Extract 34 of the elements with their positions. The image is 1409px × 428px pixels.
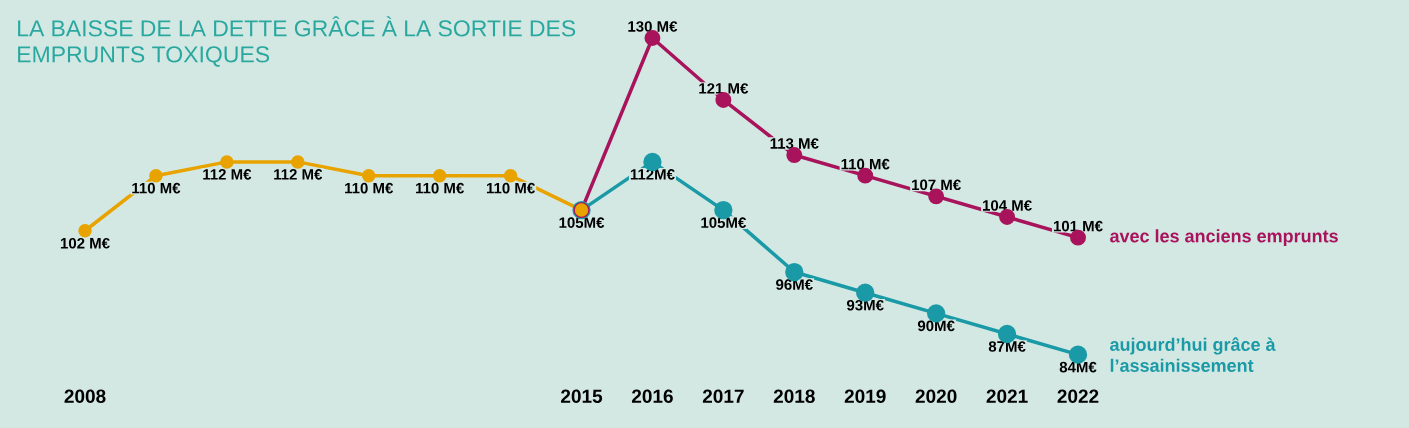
data-label: 112M€ <box>630 169 675 180</box>
data-label: 110 M€ <box>132 182 181 194</box>
data-label: 84M€ <box>1059 361 1097 373</box>
data-label: 96M€ <box>776 279 813 290</box>
data-label: 107 M€ <box>912 179 961 191</box>
data-label: 121 M€ <box>699 83 749 94</box>
data-label: 87M€ <box>988 341 1026 352</box>
data-label: 110 M€ <box>345 182 394 194</box>
data-label: 112 M€ <box>274 169 323 180</box>
data-label: 113 M€ <box>770 138 819 149</box>
data-label: 90M€ <box>917 320 955 332</box>
chart-title: LA BAISSE DE LA DETTE GRÂCE À LA SORTIE DES EMPRUNTS TOXIQUES <box>18 16 576 67</box>
x-tick-label: 2022 <box>1057 389 1099 403</box>
data-label: 93M€ <box>846 299 884 311</box>
data-label: 130 M€ <box>628 21 678 32</box>
x-tick-label: 2019 <box>844 389 886 403</box>
data-label: 104 M€ <box>983 200 1032 211</box>
data-label: 110 M€ <box>486 182 535 194</box>
series-label: avec les anciens emprunts <box>1110 229 1338 247</box>
x-tick-label: 2008 <box>64 389 106 403</box>
x-tick-label: 2016 <box>631 389 673 403</box>
data-label: 110 M€ <box>841 158 890 170</box>
x-tick-label: 2018 <box>773 389 815 403</box>
data-label: 110 M€ <box>416 182 464 194</box>
series-label: aujourd’hui grâce à l’assainissement <box>1110 337 1276 372</box>
data-label: 102 M€ <box>60 237 110 249</box>
x-tick-label: 2017 <box>702 389 744 403</box>
data-label: 112 M€ <box>203 169 252 180</box>
x-tick-label: 2020 <box>915 389 957 403</box>
x-tick-label: 2015 <box>561 389 603 403</box>
data-label: 105M€ <box>559 217 605 228</box>
x-tick-label: 2021 <box>986 389 1028 403</box>
data-label: 105M€ <box>701 217 747 228</box>
data-label: 101 M€ <box>1053 220 1103 232</box>
